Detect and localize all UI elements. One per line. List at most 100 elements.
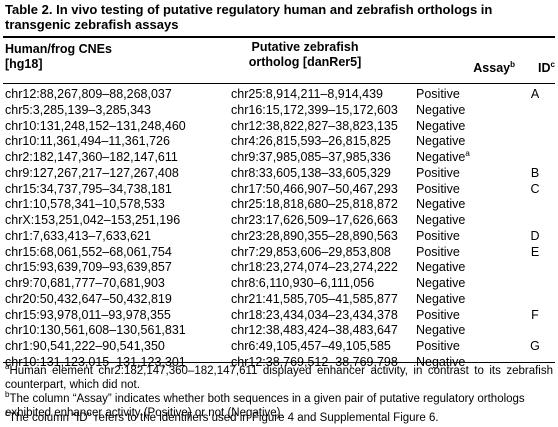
assay-cell: Negative	[416, 292, 465, 308]
footnote-a-text: Human element chr2:182,147,360–182,147,6…	[5, 365, 553, 391]
assay-cell: Positive	[416, 245, 460, 261]
table-row: chr12:88,267,809–88,268,037 chr25:8,914,2…	[0, 87, 558, 103]
id-cell: G	[530, 339, 540, 353]
human-coordinates-cell: chr2:182,147,360–182,147,611	[5, 150, 178, 164]
header-zebrafish-line2: ortholog [danRer5]	[248, 55, 362, 69]
table-row: chr5:3,285,139–3,285,343 chr16:15,172,399…	[0, 103, 558, 119]
human-coordinates-cell: chrX:153,251,042–153,251,196	[5, 213, 181, 227]
assay-cell: Positive	[416, 308, 460, 324]
table-row: chr15:68,061,552–68,061,754 chr7:29,853,6…	[0, 245, 558, 261]
zebrafish-coordinates-cell: chr21:41,585,705–41,585,877	[231, 291, 398, 306]
assay-cell: Negative	[416, 103, 465, 119]
zebrafish-coordinates-cell: chr18:23,434,034–23,434,378	[231, 307, 398, 322]
zebrafish-coordinates-cell: chr23:17,626,509–17,626,663	[231, 213, 398, 227]
header-assay: Assayb	[420, 60, 515, 76]
id-cell: B	[530, 165, 540, 180]
zebrafish-coordinates-cell: chr25:18,818,680–25,818,872	[231, 197, 398, 212]
table-row: chr10:130,561,608–130,561,831 chr12:38,48…	[0, 323, 558, 339]
table-title: Table 2. In vivo testing of putative reg…	[5, 2, 553, 32]
assay-result: Negative	[416, 323, 466, 338]
assay-cell: Negative	[416, 276, 465, 292]
assay-cell: Negative	[416, 119, 465, 135]
assay-result: Negative	[416, 213, 466, 227]
assay-result: Positive	[416, 165, 460, 180]
human-coordinates-cell: chr12:88,267,809–88,268,037	[5, 87, 172, 101]
assay-result: Positive	[416, 181, 460, 196]
assay-cell: Negative	[416, 213, 465, 229]
id-cell: A	[530, 87, 540, 101]
bottom-rule	[3, 362, 555, 363]
human-coordinates-cell: chr1:90,541,222–90,541,350	[5, 339, 165, 353]
table-row: chr1:10,578,341–10,578,533 chr25:18,818,6…	[0, 197, 558, 213]
assay-result: Positive	[416, 339, 460, 353]
table-row: chr10:131,248,152–131,248,460 chr12:38,82…	[0, 119, 558, 135]
assay-cell: Positive	[416, 182, 460, 198]
zebrafish-coordinates-cell: chr4:26,815,593–26,815,825	[231, 134, 391, 149]
table-body: chr12:88,267,809–88,268,037 chr25:8,914,2…	[0, 87, 558, 371]
assay-cell: Positive	[416, 87, 460, 103]
table-row: chr9:70,681,777–70,681,903 chr8:6,110,930…	[0, 276, 558, 292]
human-coordinates-cell: chr15:93,639,709–93,639,857	[5, 260, 172, 275]
assay-cell: Positive	[416, 339, 460, 355]
header-id-label: ID	[538, 61, 551, 75]
id-cell: F	[531, 307, 539, 322]
table-row: chr10:131,123,015–131,123,301 chr12:38,76…	[0, 355, 558, 371]
human-coordinates-cell: chr10:11,361,494–11,361,726	[5, 134, 170, 149]
table-row: chr2:182,147,360–182,147,611 chr9:37,985,…	[0, 148, 558, 166]
human-coordinates-cell: chr9:70,681,777–70,681,903	[5, 276, 165, 290]
table-row: chr15:34,737,795–34,738,181 chr17:50,466,…	[0, 182, 558, 198]
human-coordinates-cell: chr15:68,061,552–68,061,754	[5, 244, 172, 259]
assay-result: Negative	[416, 260, 466, 275]
table-label: Table 2.	[5, 2, 53, 17]
assay-footnote-marker: a	[465, 148, 470, 158]
zebrafish-coordinates-cell: chr6:49,105,457–49,105,585	[231, 339, 391, 353]
zebrafish-coordinates-cell: chr16:15,172,399–15,172,603	[231, 102, 398, 117]
zebrafish-coordinates-cell: chr8:6,110,930–6,111,056	[231, 276, 375, 290]
human-coordinates-cell: chr15:93,978,011–93,978,355	[5, 307, 171, 322]
human-coordinates-cell: chr1:7,633,413–7,633,621	[5, 228, 151, 243]
assay-cell: Negative	[416, 197, 465, 213]
human-coordinates-cell: chr9:127,267,217–127,267,408	[5, 165, 179, 180]
assay-result: Positive	[416, 244, 460, 259]
table-row: chr15:93,978,011–93,978,355 chr18:23,434,…	[0, 308, 558, 324]
zebrafish-coordinates-cell: chr12:38,769,512–38,769,798	[231, 354, 398, 369]
footnote-a-marker: a	[5, 362, 10, 372]
top-rule	[3, 36, 555, 38]
assay-cell: Negative	[416, 260, 465, 276]
assay-result: Negative	[416, 134, 466, 149]
header-zebrafish-ortholog: Putative zebrafish ortholog [danRer5]	[230, 40, 380, 70]
human-coordinates-cell: chr20:50,432,647–50,432,819	[5, 291, 172, 306]
assay-cell: Negative	[416, 323, 465, 339]
header-rule	[3, 83, 555, 84]
footnote-c-marker: c	[5, 409, 9, 419]
zebrafish-coordinates-cell: chr23:28,890,355–28,890,563	[231, 228, 398, 243]
human-coordinates-cell: chr10:130,561,608–130,561,831	[5, 323, 186, 338]
table-caption: In vivo testing of putative regulatory h…	[5, 2, 493, 32]
assay-result: Positive	[416, 307, 460, 322]
footnote-b: bThe column “Assay” indicates whether bo…	[5, 390, 553, 421]
footnote-c: cThe column “ID” refers to the identifie…	[5, 409, 553, 426]
footnote-c-text: The column “ID” refers to the identifier…	[9, 412, 439, 424]
id-cell: D	[530, 228, 540, 243]
assay-cell: Positive	[416, 166, 460, 182]
assay-cell: Negativea	[416, 148, 470, 166]
footnote-b-marker: b	[5, 390, 10, 400]
zebrafish-coordinates-cell: chr12:38,483,424–38,483,647	[231, 323, 398, 338]
table-row: chr15:93,639,709–93,639,857 chr18:23,274,…	[0, 260, 558, 276]
human-coordinates-cell: chr15:34,737,795–34,738,181	[5, 181, 172, 196]
assay-result: Negative	[416, 197, 466, 212]
footnote-b-text: The column “Assay” indicates whether bot…	[5, 393, 525, 419]
header-id: IDc	[515, 60, 555, 76]
footnote-a: aHuman element chr2:182,147,360–182,147,…	[5, 362, 553, 393]
zebrafish-coordinates-cell: chr25:8,914,211–8,914,439	[231, 87, 383, 101]
zebrafish-coordinates-cell: chr9:37,985,085–37,985,336	[231, 150, 391, 164]
header-human-frog-line2: [hg18]	[5, 57, 43, 71]
assay-result: Negative	[416, 118, 466, 133]
table-row: chr9:127,267,217–127,267,408 chr8:33,605,…	[0, 166, 558, 182]
table-row: chrX:153,251,042–153,251,196 chr23:17,626…	[0, 213, 558, 229]
zebrafish-coordinates-cell: chr18:23,274,074–23,274,222	[231, 260, 398, 275]
header-human-frog-line1: Human/frog CNEs	[5, 42, 112, 56]
assay-result: Positive	[416, 87, 460, 101]
header-zebrafish-line1: Putative zebrafish	[251, 40, 359, 54]
table-row: chr20:50,432,647–50,432,819 chr21:41,585,…	[0, 292, 558, 308]
